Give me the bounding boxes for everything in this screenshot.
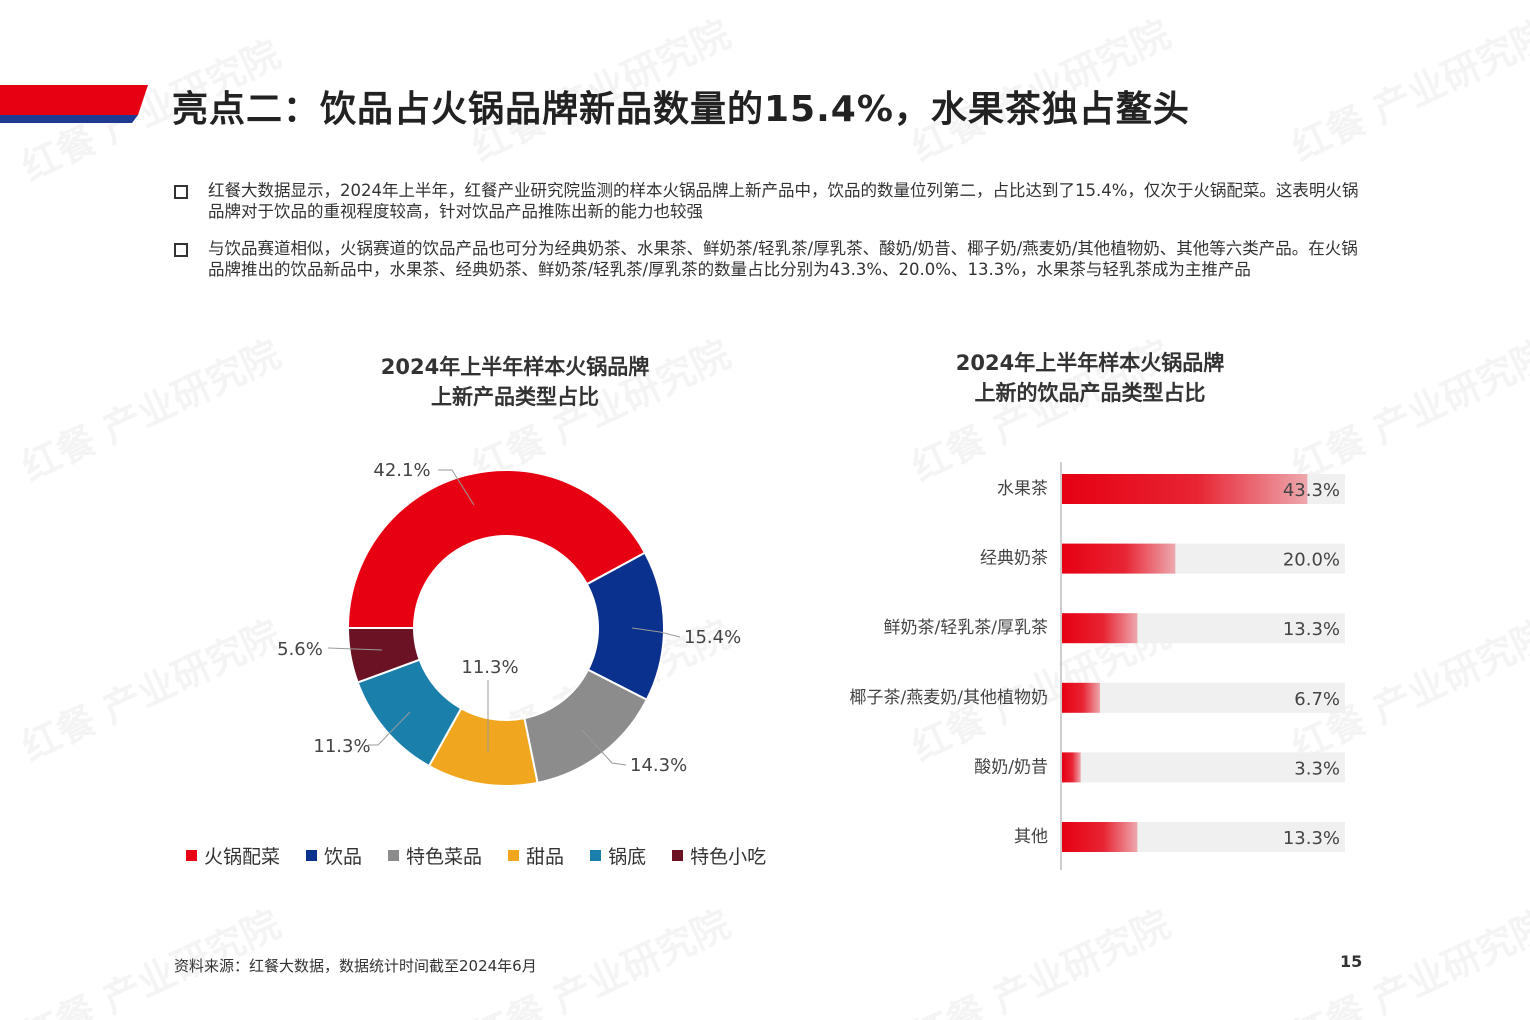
bar: [1062, 682, 1100, 713]
legend-swatch: [590, 850, 602, 861]
bar-data-label: 3.3%: [1294, 758, 1340, 779]
donut-data-label: 5.6%: [277, 639, 323, 660]
header-accent-bar: [0, 85, 148, 123]
donut-chart-title-line: 2024年上半年样本火锅品牌: [380, 355, 650, 379]
bar-chart-title: 2024年上半年样本火锅品牌 上新的饮品产品类型占比: [915, 348, 1265, 408]
bar: [1062, 752, 1081, 783]
bar-data-label: 13.3%: [1283, 619, 1340, 640]
bar-category-label: 水果茶: [997, 479, 1048, 499]
bullet-square-icon: [174, 185, 188, 199]
bar-data-label: 20.0%: [1283, 550, 1340, 571]
bullet-text: 与饮品赛道相似，火锅赛道的饮品产品也可分为经典奶茶、水果茶、鲜奶茶/轻乳茶/厚乳…: [208, 239, 1358, 279]
donut-data-label: 42.1%: [373, 460, 430, 481]
bar: [1062, 543, 1176, 574]
donut-leader-line: [631, 627, 681, 638]
bar-category-label: 椰子茶/燕麦奶/其他植物奶: [850, 688, 1048, 708]
legend-label: 甜品: [526, 846, 565, 868]
legend-item: 锅底: [590, 842, 646, 869]
legend-label: 特色小吃: [690, 846, 767, 868]
legend-item: 火锅配菜: [186, 842, 280, 869]
donut-data-label: 15.4%: [684, 627, 741, 648]
bar: [1062, 822, 1138, 852]
donut-chart-title: 2024年上半年样本火锅品牌 上新产品类型占比: [340, 352, 690, 412]
donut-data-label: 11.3%: [313, 736, 370, 757]
legend-item: 饮品: [306, 842, 362, 869]
donut-leader-line: [368, 711, 411, 746]
legend-item: 特色小吃: [672, 842, 766, 869]
bar-category-label: 鲜奶茶/轻乳茶/厚乳茶: [884, 618, 1048, 638]
donut-legend: 火锅配菜 饮品 特色菜品 甜品 锅底 特色小吃: [186, 842, 792, 869]
bar-chart: 水果茶 43.3% 经典奶茶 20.0% 鲜奶茶/轻乳茶/厚乳茶 13.3% 椰子茶/燕麦奶…: [850, 462, 1345, 870]
legend-item: 特色菜品: [388, 842, 482, 869]
page-title: 亮点二：饮品占火锅品牌新品数量的15.4%，水果茶独占鳌头: [172, 89, 1190, 130]
legend-label: 特色菜品: [406, 846, 483, 868]
bar-category-label: 酸奶/奶昔: [974, 757, 1048, 777]
source-note: 资料来源：红餐大数据，数据统计时间截至2024年6月: [174, 957, 537, 975]
bar: [1062, 474, 1308, 504]
legend-label: 锅底: [608, 846, 647, 868]
bullet-text: 红餐大数据显示，2024年上半年，红餐产业研究院监测的样本火锅品牌上新产品中，饮…: [208, 181, 1359, 221]
bar-track: [1062, 752, 1345, 783]
bullet-item: 红餐大数据显示，2024年上半年，红餐产业研究院监测的样本火锅品牌上新产品中，饮…: [174, 180, 1374, 222]
accent-blue-stripe: [0, 115, 138, 123]
bar: [1062, 613, 1138, 644]
donut-leader-line: [581, 729, 627, 766]
bar-data-label: 6.7%: [1294, 689, 1340, 710]
page-number: 15: [1340, 952, 1363, 971]
legend-swatch: [306, 850, 318, 861]
donut-chart-title-line: 上新产品类型占比: [431, 385, 599, 409]
legend-label: 饮品: [324, 846, 363, 868]
donut-data-label: 11.3%: [461, 657, 518, 678]
donut-slice: [346, 469, 647, 629]
bar-chart-title-line: 2024年上半年样本火锅品牌: [955, 351, 1225, 375]
legend-swatch: [672, 850, 684, 861]
donut-leader-line: [438, 469, 475, 506]
accent-red-stripe: [0, 85, 148, 115]
bullet-square-icon: [174, 243, 188, 257]
legend-swatch: [508, 850, 520, 861]
bullet-item: 与饮品赛道相似，火锅赛道的饮品产品也可分为经典奶茶、水果茶、鲜奶茶/轻乳茶/厚乳…: [174, 238, 1374, 280]
legend-swatch: [186, 850, 197, 861]
bullet-list: 红餐大数据显示，2024年上半年，红餐产业研究院监测的样本火锅品牌上新产品中，饮…: [174, 180, 1374, 296]
bar-category-label: 经典奶茶: [980, 549, 1048, 569]
legend-swatch: [388, 850, 400, 861]
bar-data-label: 13.3%: [1283, 828, 1340, 849]
donut-slice: [346, 627, 421, 684]
legend-item: 甜品: [508, 842, 564, 869]
donut-chart: 42.1% 15.4% 14.3% 11.3% 11.3% 5.6%: [277, 460, 741, 787]
donut-data-label: 14.3%: [630, 755, 687, 776]
bar-chart-title-line: 上新的饮品产品类型占比: [974, 381, 1206, 405]
legend-label: 火锅配菜: [204, 846, 281, 868]
bar-track: [1062, 682, 1345, 713]
bar-category-label: 其他: [1014, 827, 1048, 847]
donut-leader-line: [327, 647, 383, 651]
bar-data-label: 43.3%: [1283, 480, 1340, 501]
